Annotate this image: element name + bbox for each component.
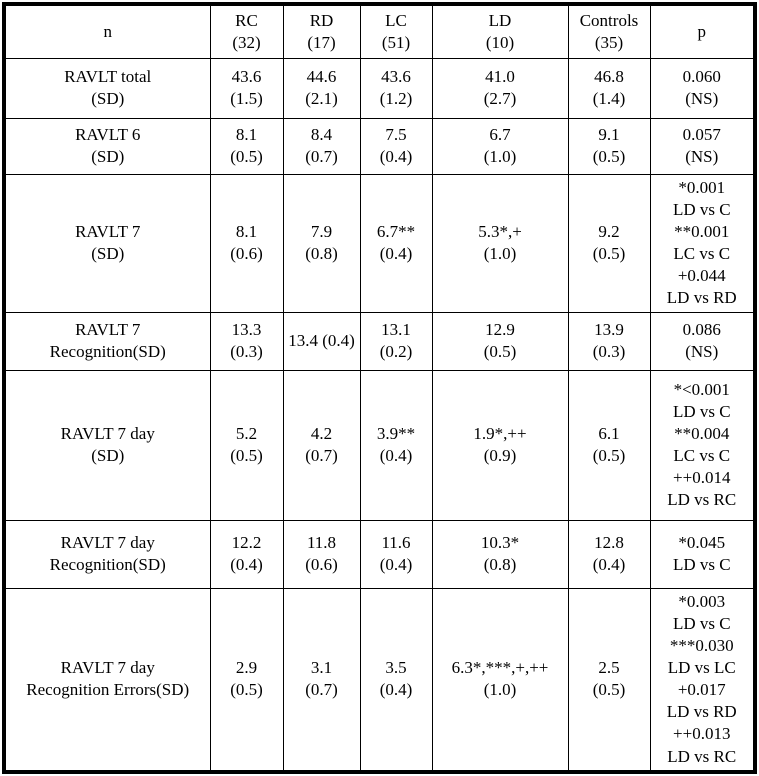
p-value-cell: 0.086 (NS) [649,311,756,371]
header-row: n RC (32) RD (17) LC (51) LD (10) Contro… [3,3,756,59]
header-cell-lc: LC (51) [359,3,433,59]
value-cell: 13.9 (0.3) [567,311,651,371]
row-ravlt-7-day-recognition-errors: RAVLT 7 day Recognition Errors(SD) 2.9 (… [3,587,756,773]
row-ravlt-7-day: RAVLT 7 day (SD) 5.2 (0.5) 4.2 (0.7) 3.9… [3,369,756,521]
header-cell-p: p [649,3,756,59]
value-cell: 12.8 (0.4) [567,519,651,589]
value-cell: 2.9 (0.5) [209,587,284,773]
value-cell: 3.9** (0.4) [359,369,433,521]
p-value-cell: 0.057 (NS) [649,117,756,175]
value-cell: 8.1 (0.6) [209,173,284,313]
value-cell: 4.2 (0.7) [282,369,361,521]
value-cell: 43.6 (1.2) [359,57,433,119]
value-cell: 13.4 (0.4) [282,311,361,371]
value-cell: 7.5 (0.4) [359,117,433,175]
value-cell: 10.3* (0.8) [431,519,569,589]
p-value-cell: *0.045 LD vs C [649,519,756,589]
row-ravlt-total: RAVLT total (SD) 43.6 (1.5) 44.6 (2.1) 4… [3,57,756,119]
row-label-cell: RAVLT 7 day Recognition(SD) [3,519,211,589]
value-cell: 5.2 (0.5) [209,369,284,521]
value-cell: 6.7** (0.4) [359,173,433,313]
header-cell-controls: Controls (35) [567,3,651,59]
row-label-cell: RAVLT 7 Recognition(SD) [3,311,211,371]
value-cell: 6.1 (0.5) [567,369,651,521]
value-cell: 12.9 (0.5) [431,311,569,371]
row-ravlt-7-day-recognition: RAVLT 7 day Recognition(SD) 12.2 (0.4) 1… [3,519,756,589]
header-cell-ld: LD (10) [431,3,569,59]
p-value-cell: *<0.001 LD vs C **0.004 LC vs C ++0.014 … [649,369,756,521]
value-cell: 8.1 (0.5) [209,117,284,175]
row-label-cell: RAVLT 6 (SD) [3,117,211,175]
row-label-cell: RAVLT 7 day Recognition Errors(SD) [3,587,211,773]
value-cell: 9.2 (0.5) [567,173,651,313]
p-value-cell: *0.001 LD vs C **0.001 LC vs C +0.044 LD… [649,173,756,313]
value-cell: 8.4 (0.7) [282,117,361,175]
value-cell: 9.1 (0.5) [567,117,651,175]
row-label-cell: RAVLT 7 day (SD) [3,369,211,521]
row-label-cell: RAVLT total (SD) [3,57,211,119]
value-cell: 43.6 (1.5) [209,57,284,119]
value-cell: 6.7 (1.0) [431,117,569,175]
value-cell: 46.8 (1.4) [567,57,651,119]
row-label-cell: RAVLT 7 (SD) [3,173,211,313]
row-ravlt-6: RAVLT 6 (SD) 8.1 (0.5) 8.4 (0.7) 7.5 (0.… [3,117,756,175]
p-value-cell: *0.003 LD vs C ***0.030 LD vs LC +0.017 … [649,587,756,773]
row-ravlt-7: RAVLT 7 (SD) 8.1 (0.6) 7.9 (0.8) 6.7** (… [3,173,756,313]
header-cell-rc: RC (32) [209,3,284,59]
value-cell: 41.0 (2.7) [431,57,569,119]
row-ravlt-7-recognition: RAVLT 7 Recognition(SD) 13.3 (0.3) 13.4 … [3,311,756,371]
value-cell: 13.3 (0.3) [209,311,284,371]
value-cell: 5.3*,+ (1.0) [431,173,569,313]
value-cell: 2.5 (0.5) [567,587,651,773]
value-cell: 6.3*,***,+,++ (1.0) [431,587,569,773]
value-cell: 11.6 (0.4) [359,519,433,589]
value-cell: 1.9*,++ (0.9) [431,369,569,521]
value-cell: 12.2 (0.4) [209,519,284,589]
header-cell-rd: RD (17) [282,3,361,59]
header-cell-n: n [3,3,211,59]
value-cell: 44.6 (2.1) [282,57,361,119]
value-cell: 11.8 (0.6) [282,519,361,589]
p-value-cell: 0.060 (NS) [649,57,756,119]
value-cell: 3.1 (0.7) [282,587,361,773]
value-cell: 13.1 (0.2) [359,311,433,371]
value-cell: 3.5 (0.4) [359,587,433,773]
value-cell: 7.9 (0.8) [282,173,361,313]
